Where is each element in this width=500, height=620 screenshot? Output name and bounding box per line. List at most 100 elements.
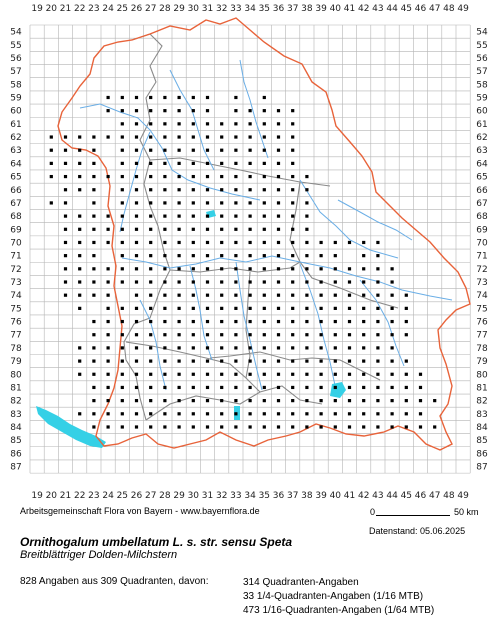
occurrence-record: [177, 346, 181, 350]
occurrence-record: [149, 254, 153, 258]
occurrence-record: [106, 267, 110, 271]
occurrence-record: [205, 333, 210, 337]
occurrence-record: [390, 333, 394, 337]
column-label: 23: [88, 491, 99, 500]
occurrence-record: [418, 385, 423, 390]
column-label: 49: [457, 4, 469, 14]
occurrence-record: [177, 240, 181, 245]
occurrence-record: [291, 227, 295, 231]
occurrence-record: [248, 306, 252, 310]
occurrence-record: [92, 254, 96, 258]
row-label: 55: [10, 41, 21, 51]
occurrence-record: [205, 254, 210, 258]
occurrence-record: [120, 412, 124, 416]
occurrence-record: [291, 412, 295, 416]
occurrence-record: [177, 399, 181, 403]
row-label: 80: [10, 370, 22, 380]
occurrence-record: [92, 385, 96, 390]
occurrence-record: [191, 122, 195, 126]
occurrence-record: [63, 280, 68, 284]
occurrence-record: [234, 346, 238, 350]
occurrence-record: [63, 174, 68, 179]
occurrence-record: [390, 267, 394, 271]
credit-line: Arbeitsgemeinschaft Flora von Bayern - w…: [20, 506, 260, 516]
occurrence-record: [234, 95, 238, 100]
occurrence-record: [234, 333, 238, 337]
occurrence-record: [177, 161, 181, 165]
occurrence-record: [305, 174, 309, 179]
occurrence-record: [120, 95, 124, 100]
state-border: [57, 17, 471, 451]
occurrence-record: [262, 122, 266, 126]
row-label: 85: [10, 436, 21, 446]
scientific-name: Ornithogalum umbellatum L. s. str. sensu…: [20, 535, 293, 549]
column-label: 37: [287, 491, 298, 500]
row-label: 65: [476, 173, 487, 183]
occurrence-record: [177, 359, 181, 363]
occurrence-record: [78, 174, 82, 179]
occurrence-record: [78, 280, 82, 284]
occurrence-record: [234, 385, 238, 390]
occurrence-record: [205, 306, 210, 310]
occurrence-record: [205, 95, 210, 100]
occurrence-record: [305, 280, 309, 284]
occurrence-record: [347, 372, 352, 376]
occurrence-record: [319, 333, 323, 337]
occurrence-record: [248, 135, 252, 139]
occurrence-record: [362, 346, 366, 350]
occurrence-record: [205, 267, 210, 271]
occurrence-record: [234, 201, 238, 205]
row-label: 73: [476, 278, 487, 288]
row-label: 75: [476, 304, 487, 314]
occurrence-record: [149, 372, 153, 376]
occurrence-record: [347, 319, 352, 324]
distribution-map: 19 20 21 22 23 24 25 26 27 28 29 30 31 32 33 34 35 36 37 38…: [10, 4, 488, 501]
occurrence-record: [276, 254, 281, 258]
occurrence-record: [276, 122, 281, 126]
occurrence-record: [319, 254, 323, 258]
occurrence-record: [149, 122, 153, 126]
row-label: 78: [476, 344, 488, 354]
occurrence-record: [120, 122, 124, 126]
occurrence-record: [262, 254, 266, 258]
occurrence-record: [262, 214, 266, 218]
occurrence-record: [205, 412, 210, 416]
occurrence-record: [305, 267, 309, 271]
occurrence-record: [191, 412, 195, 416]
occurrence-record: [191, 201, 195, 205]
occurrence-record: [262, 359, 266, 363]
occurrence-record: [163, 425, 167, 429]
occurrence-record: [92, 267, 96, 271]
occurrence-record: [134, 280, 139, 284]
occurrence-record: [376, 254, 380, 258]
occurrence-record: [234, 227, 238, 231]
occurrence-record: [163, 95, 167, 100]
column-label: 30: [188, 4, 200, 14]
breakdown-quarter-quadrant: 33 1/4-Quadranten-Angaben (1/16 MTB): [243, 591, 424, 602]
occurrence-record: [248, 109, 252, 113]
occurrence-record: [404, 399, 408, 403]
occurrence-record: [305, 333, 309, 337]
column-label: 19: [31, 4, 43, 14]
occurrence-record: [177, 135, 181, 139]
occurrence-record: [262, 399, 266, 403]
occurrence-record: [362, 372, 366, 376]
occurrence-record: [220, 399, 224, 403]
river: [299, 179, 399, 259]
district-border: [125, 341, 247, 379]
column-label: 28: [159, 491, 171, 500]
occurrence-record: [347, 280, 352, 284]
occurrence-record: [149, 333, 153, 337]
row-label: 72: [10, 265, 21, 275]
occurrence-record: [63, 214, 68, 218]
row-label: 87: [476, 463, 487, 473]
occurrence-record: [149, 267, 153, 271]
occurrence-record: [248, 333, 252, 337]
occurrence-record: [418, 399, 423, 403]
occurrence-record: [134, 161, 139, 165]
occurrence-record: [177, 306, 181, 310]
occurrence-record: [120, 280, 124, 284]
row-label: 65: [10, 173, 21, 183]
occurrence-record: [49, 148, 53, 152]
occurrence-record: [319, 293, 323, 297]
